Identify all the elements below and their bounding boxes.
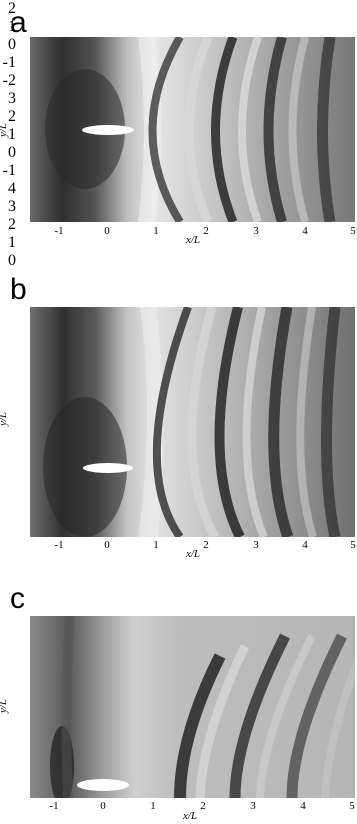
panel-c-xtick: 3 <box>250 800 256 812</box>
panel-b-xtick: 4 <box>302 539 308 551</box>
panel-a-xtick: 0 <box>104 225 110 237</box>
panel-c-xtick: -1 <box>49 800 59 812</box>
panel-b-xtick: 2 <box>203 539 209 551</box>
panel-a-contour-plot <box>30 37 355 222</box>
panel-a-xtick: 4 <box>302 225 308 237</box>
panel-b-label: b <box>10 273 27 306</box>
panel-c-ytick: 1 <box>8 234 16 251</box>
panel-c-xtick: 2 <box>200 800 206 812</box>
panel-c-xtick: 1 <box>150 800 156 812</box>
panel-b-xtick: 0 <box>104 539 110 551</box>
panel-c-xlabel: x/L <box>182 810 198 822</box>
panel-a-xtick: 3 <box>253 225 259 237</box>
panel-a-ylabel: y/L <box>0 122 10 138</box>
panel-a-xtick: 1 <box>153 225 159 237</box>
panel-a-xlabel: x/L <box>185 234 201 246</box>
panel-c-airfoil <box>77 779 129 791</box>
panel-b-xtick: 3 <box>253 539 259 551</box>
panel-c-xtick: 4 <box>300 800 306 812</box>
panel-b-ytick: 1 <box>8 126 16 143</box>
panel-a-xtick: 5 <box>350 225 356 237</box>
panel-b-ytick: -1 <box>2 162 16 179</box>
panel-a-ytick: 1 <box>8 18 16 35</box>
panel-b-contour-plot <box>30 307 355 537</box>
panel-b-airfoil <box>83 463 133 473</box>
panel-c-contour-plot <box>30 616 355 798</box>
panel-c-xtick: 0 <box>100 800 106 812</box>
panel-a-airfoil <box>82 125 134 135</box>
panel-b-ytick: 3 <box>8 90 16 107</box>
panel-b-ytick: 0 <box>8 144 16 161</box>
panel-c-xtick: 5 <box>349 800 355 812</box>
panel-a-ytick: 0 <box>8 36 16 53</box>
panel-b-ylabel: y/L <box>0 411 10 427</box>
panel-b-xtick: 5 <box>350 539 356 551</box>
panel-a-xtick: 2 <box>203 225 209 237</box>
panel-c-ytick: 2 <box>8 216 16 233</box>
panel-b-ytick: 2 <box>8 108 16 125</box>
panel-c-ylabel: y/L <box>0 698 10 714</box>
panel-c-ytick: 4 <box>8 180 16 197</box>
panel-a-ytick: -1 <box>2 54 16 71</box>
panel-a-ytick: 2 <box>8 0 16 17</box>
panel-c-label: c <box>10 582 25 615</box>
panel-a-ytick: -2 <box>2 72 16 89</box>
panel-c-ytick: 0 <box>8 252 16 269</box>
panel-c-ytick: 3 <box>8 198 16 215</box>
panel-a-label: a <box>10 6 27 39</box>
panel-b-xtick: -1 <box>54 539 64 551</box>
panel-a-xtick: -1 <box>54 225 64 237</box>
panel-b-xlabel: x/L <box>185 548 201 560</box>
panel-b-xtick: 1 <box>153 539 159 551</box>
